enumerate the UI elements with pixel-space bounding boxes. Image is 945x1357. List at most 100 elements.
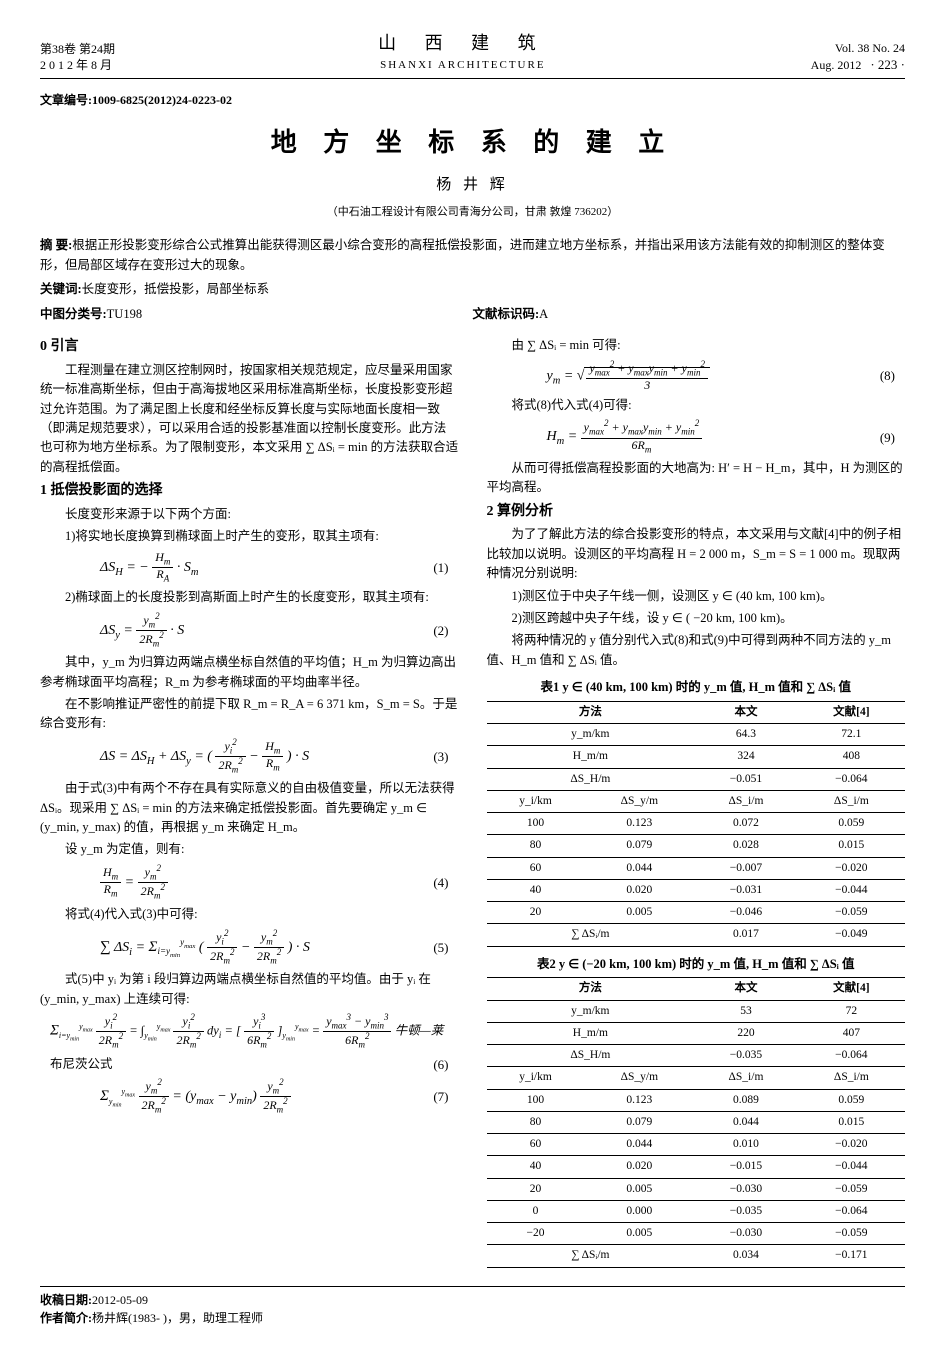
- equation-8: ym = √ymax2 + ymaxymin + ymin23 (8): [487, 360, 906, 392]
- table-cell: H_m/m: [487, 746, 695, 768]
- table-row: ΔS_H/m−0.035−0.064: [487, 1045, 906, 1067]
- journal-en: SHANXI ARCHITECTURE: [115, 57, 811, 74]
- table-cell: 60: [487, 1134, 585, 1156]
- table-cell: 20: [487, 902, 585, 924]
- author: 杨 井 辉: [40, 174, 905, 197]
- sec1-p4: 其中，y_m 为归算边两端点横坐标自然值的平均值；H_m 为归算边高出参考椭球面…: [40, 653, 459, 692]
- table-cell: 方法: [487, 978, 695, 1000]
- table-cell: −0.044: [798, 879, 905, 901]
- sec1-p7: 设 y_m 为定值，则有:: [40, 840, 459, 859]
- keywords-label: 关键词:: [40, 282, 82, 296]
- sec1-p1: 长度变形来源于以下两个方面:: [40, 505, 459, 524]
- table-row: 400.020−0.015−0.044: [487, 1156, 906, 1178]
- table-row: ∑ ΔSᵢ/m0.034−0.171: [487, 1245, 906, 1267]
- table-cell: 0.044: [585, 857, 695, 879]
- journal-title: 山 西 建 筑 SHANXI ARCHITECTURE: [115, 30, 811, 74]
- issue-en-l1: Vol. 38 No. 24: [835, 41, 905, 55]
- table-cell: 64.3: [694, 724, 798, 746]
- table-row: 00.000−0.035−0.064: [487, 1200, 906, 1222]
- author-info-label: 作者简介:: [40, 1311, 92, 1325]
- rcol-p3: 从而可得抵偿高程投影面的大地高为: H′ = H − H_m，其中，H 为测区的…: [487, 459, 906, 498]
- table-cell: −0.064: [798, 1200, 905, 1222]
- right-column: 由 ∑ ΔSᵢ = min 可得: ym = √ymax2 + ymaxymin…: [487, 333, 906, 1267]
- table-cell: 0.005: [585, 902, 695, 924]
- table-cell: 0.059: [798, 813, 905, 835]
- table-row: 600.0440.010−0.020: [487, 1134, 906, 1156]
- body-columns: 0 引言 工程测量在建立测区控制网时，按国家相关规范规定，应尽量采用国家统一标准…: [40, 333, 905, 1267]
- table-cell: 0.005: [585, 1178, 695, 1200]
- footer: 收稿日期:2012-05-09 作者简介:杨井辉(1983- )，男，助理工程师: [40, 1286, 905, 1327]
- table-cell: −0.020: [798, 1134, 905, 1156]
- table-cell: 72: [798, 1000, 905, 1022]
- table-cell: −0.059: [798, 902, 905, 924]
- table-cell: 文献[4]: [798, 701, 905, 723]
- eq1-num: (1): [433, 558, 448, 578]
- table-cell: y_m/km: [487, 1000, 695, 1022]
- abstract-text: 根据正形投影变形综合公式推算出能获得测区最小综合变形的高程抵偿投影面，进而建立地…: [40, 238, 885, 272]
- table-row: ∑ ΔSᵢ/m0.017−0.049: [487, 924, 906, 946]
- table-row: −200.005−0.030−0.059: [487, 1223, 906, 1245]
- table-cell: −0.064: [798, 1045, 905, 1067]
- table-cell: 0.123: [585, 1089, 695, 1111]
- eq5-num: (5): [433, 938, 448, 958]
- sec1-p3: 2)椭球面上的长度投影到高斯面上时产生的长度变形，取其主项有:: [40, 588, 459, 607]
- table-cell: ΔS_y/m: [585, 790, 695, 812]
- table-cell: ΔS_y/m: [585, 1067, 695, 1089]
- table-cell: y_m/km: [487, 724, 695, 746]
- table-row: 方法本文文献[4]: [487, 978, 906, 1000]
- table-row: 200.005−0.046−0.059: [487, 902, 906, 924]
- sec1-title: 1 抵偿投影面的选择: [40, 480, 459, 502]
- table-row: ΔS_H/m−0.051−0.064: [487, 768, 906, 790]
- table-cell: 324: [694, 746, 798, 768]
- table-cell: −0.030: [694, 1223, 798, 1245]
- table-row: 800.0790.0280.015: [487, 835, 906, 857]
- table-cell: −0.049: [798, 924, 905, 946]
- eq6-num: (6): [433, 1055, 448, 1075]
- table-cell: 0.000: [585, 1200, 695, 1222]
- issue-cn: 第38卷 第24期 2 0 1 2 年 8 月: [40, 42, 115, 73]
- sec2-li1: 1)测区位于中央子午线一侧，设测区 y ∈ (40 km, 100 km)。: [487, 587, 906, 606]
- table-row: 1000.1230.0720.059: [487, 813, 906, 835]
- meta-row: 中图分类号:TU198 文献标识码:A: [40, 305, 905, 324]
- page-number: · 223 ·: [870, 57, 905, 72]
- table-row: 800.0790.0440.015: [487, 1111, 906, 1133]
- table-cell: 0.079: [585, 835, 695, 857]
- table-cell: −0.035: [694, 1045, 798, 1067]
- table-cell: 0.017: [694, 924, 798, 946]
- eq3-num: (3): [433, 747, 448, 767]
- table-cell: 0.044: [585, 1134, 695, 1156]
- table-row: y_i/kmΔS_y/mΔS_i/mΔS_i/m: [487, 1067, 906, 1089]
- table-cell: −0.051: [694, 768, 798, 790]
- table-cell: 100: [487, 813, 585, 835]
- equation-5: ∑ ΔSi = Σi=yminymax ( yi22Rm2 − ym22Rm2 …: [40, 929, 459, 967]
- sec1-p8: 将式(4)代入式(3)中可得:: [40, 905, 459, 924]
- table-cell: H_m/m: [487, 1022, 695, 1044]
- table-cell: 0.020: [585, 879, 695, 901]
- table-row: H_m/m324408: [487, 746, 906, 768]
- issue-en-l2: Aug. 2012: [811, 58, 862, 72]
- table-cell: ∑ ΔSᵢ/m: [487, 924, 695, 946]
- abstract: 摘 要:根据正形投影变形综合公式推算出能获得测区最小综合变形的高程抵偿投影面，进…: [40, 235, 905, 275]
- table-cell: 0.010: [694, 1134, 798, 1156]
- issue-en: Vol. 38 No. 24 Aug. 2012 · 223 ·: [811, 41, 905, 73]
- left-column: 0 引言 工程测量在建立测区控制网时，按国家相关规范规定，应尽量采用国家统一标准…: [40, 333, 459, 1267]
- table-cell: 60: [487, 857, 585, 879]
- table-cell: 72.1: [798, 724, 905, 746]
- table-cell: 0.015: [798, 835, 905, 857]
- table-cell: 407: [798, 1022, 905, 1044]
- table-cell: 100: [487, 1089, 585, 1111]
- table-cell: 0.034: [694, 1245, 798, 1267]
- table-cell: −0.035: [694, 1200, 798, 1222]
- table-cell: −0.030: [694, 1178, 798, 1200]
- table-cell: −0.059: [798, 1178, 905, 1200]
- article-id-text: 文章编号:1009-6825(2012)24-0223-02: [40, 93, 232, 107]
- table-cell: −0.020: [798, 857, 905, 879]
- table-1: 方法本文文献[4]y_m/km64.372.1H_m/m324408ΔS_H/m…: [487, 701, 906, 947]
- table-cell: 0.072: [694, 813, 798, 835]
- affiliation: （中石油工程设计有限公司青海分公司，甘肃 敦煌 736202）: [40, 204, 905, 221]
- eq7-num: (7): [433, 1087, 448, 1107]
- keywords-text: 长度变形，抵偿投影，局部坐标系: [82, 282, 270, 296]
- sec2-p1: 为了了解此方法的综合投影变形的特点，本文采用与文献[4]中的例子相比较加以说明。…: [487, 525, 906, 583]
- eq8-num: (8): [880, 366, 895, 386]
- article-title: 地 方 坐 标 系 的 建 立: [40, 123, 905, 162]
